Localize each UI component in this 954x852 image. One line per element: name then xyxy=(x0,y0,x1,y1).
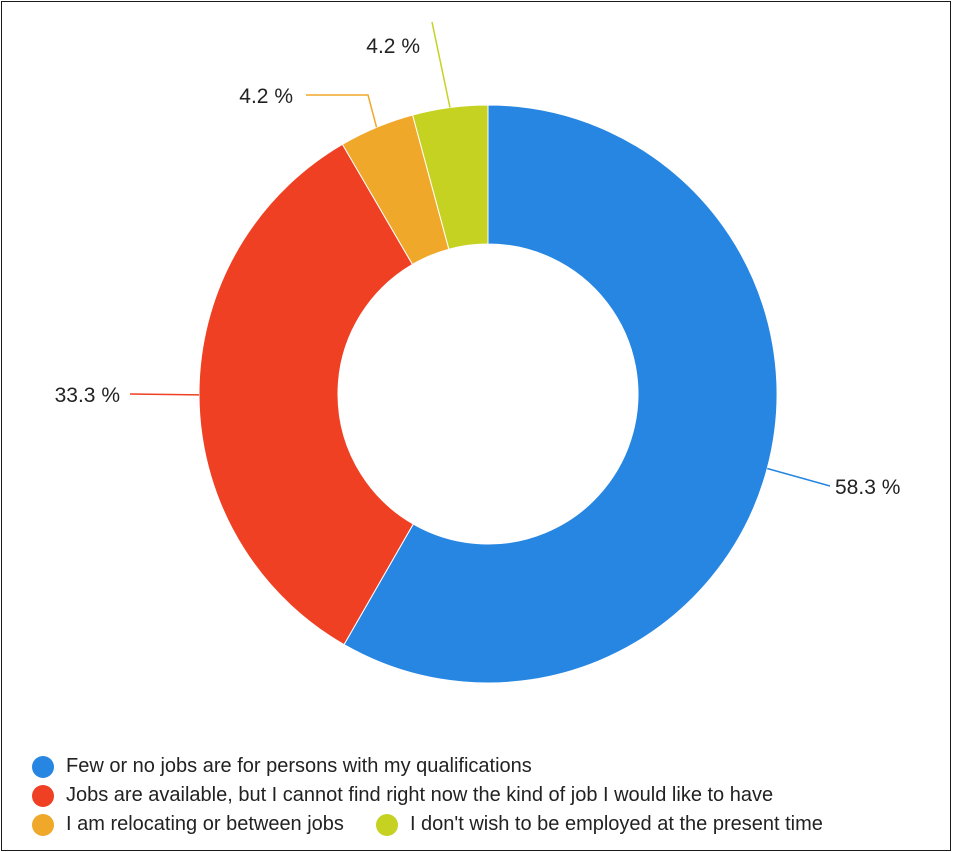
donut-slice xyxy=(198,143,414,646)
legend-swatch xyxy=(32,784,54,807)
leader-line xyxy=(306,94,378,128)
slice-value-label: 4.2 % xyxy=(239,85,293,108)
donut-chart: 58.3 % 33.3 % 4.2 % 4.2 % xyxy=(55,21,900,684)
legend-swatch xyxy=(32,755,54,778)
legend-label: Few or no jobs are for persons with my q… xyxy=(66,755,532,777)
legend-swatch xyxy=(375,813,398,836)
slice-value-label: 33.3 % xyxy=(55,384,120,407)
slice-value-label: 58.3 % xyxy=(835,476,900,499)
legend-item-relocating: I am relocating or between jobs xyxy=(32,813,344,836)
legend-label: I am relocating or between jobs xyxy=(66,813,344,835)
chart-legend: Few or no jobs are for persons with my q… xyxy=(32,752,942,839)
legend-label: I don't wish to be employed at the prese… xyxy=(409,813,823,835)
leader-line xyxy=(129,393,200,396)
legend-row-1: Few or no jobs are for persons with my q… xyxy=(32,752,942,781)
donut-slice xyxy=(412,104,489,250)
slice-value-label: 4.2 % xyxy=(366,35,420,58)
legend-swatch xyxy=(32,813,54,836)
donut-slice xyxy=(343,104,778,684)
legend-row-2: Jobs are available, but I cannot find ri… xyxy=(32,781,942,810)
legend-label: Jobs are available, but I cannot find ri… xyxy=(66,784,774,806)
leader-line xyxy=(431,21,451,108)
legend-item-jobs-available: Jobs are available, but I cannot find ri… xyxy=(32,784,773,807)
legend-row-3: I am relocating or between jobs I don't … xyxy=(32,810,942,839)
legend-item-not-wish: I don't wish to be employed at the prese… xyxy=(375,813,823,836)
legend-item-few-jobs: Few or no jobs are for persons with my q… xyxy=(32,755,532,778)
leader-line xyxy=(767,467,831,487)
